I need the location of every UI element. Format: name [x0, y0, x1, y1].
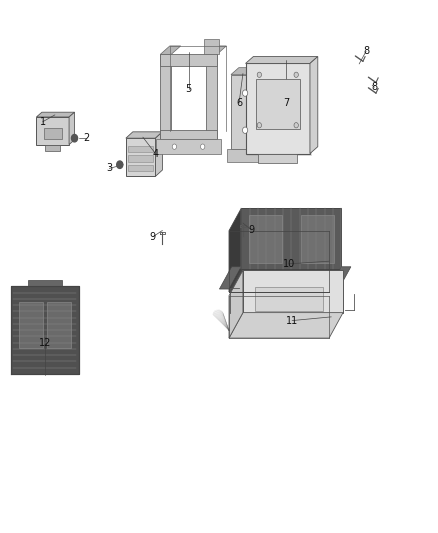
Polygon shape	[155, 132, 162, 176]
Polygon shape	[19, 302, 43, 348]
Polygon shape	[156, 139, 221, 154]
Circle shape	[294, 123, 298, 128]
Polygon shape	[126, 132, 162, 138]
Circle shape	[257, 123, 261, 128]
Circle shape	[243, 90, 248, 96]
Polygon shape	[36, 117, 69, 144]
Polygon shape	[246, 63, 310, 154]
Polygon shape	[249, 215, 282, 263]
Text: 11: 11	[286, 316, 298, 326]
Polygon shape	[258, 154, 297, 163]
Text: 3: 3	[106, 164, 113, 173]
Polygon shape	[204, 38, 219, 54]
Polygon shape	[247, 66, 312, 156]
Circle shape	[201, 144, 205, 149]
Text: 8: 8	[371, 82, 378, 92]
Polygon shape	[246, 56, 318, 63]
Polygon shape	[126, 138, 155, 176]
Polygon shape	[301, 215, 334, 263]
Text: 7: 7	[283, 98, 290, 108]
Polygon shape	[243, 270, 343, 313]
Polygon shape	[28, 280, 62, 286]
Polygon shape	[256, 79, 300, 130]
Polygon shape	[259, 68, 267, 149]
Polygon shape	[128, 165, 153, 171]
Polygon shape	[255, 287, 323, 311]
FancyBboxPatch shape	[44, 128, 62, 139]
Circle shape	[117, 161, 123, 168]
Polygon shape	[229, 269, 341, 292]
Polygon shape	[231, 75, 259, 149]
Polygon shape	[229, 270, 243, 338]
Text: 9: 9	[150, 232, 156, 242]
Polygon shape	[46, 144, 60, 151]
Text: 8: 8	[363, 46, 369, 56]
Text: 6: 6	[236, 98, 242, 108]
Text: 10: 10	[283, 259, 295, 269]
Polygon shape	[231, 68, 267, 75]
Polygon shape	[329, 266, 351, 289]
Polygon shape	[206, 54, 217, 139]
Text: 1: 1	[40, 117, 46, 127]
Polygon shape	[206, 46, 226, 54]
Polygon shape	[219, 266, 241, 289]
Text: 5: 5	[185, 84, 192, 94]
Polygon shape	[160, 130, 217, 139]
Text: 4: 4	[153, 149, 159, 159]
Polygon shape	[310, 56, 318, 154]
Polygon shape	[160, 54, 217, 66]
Circle shape	[294, 72, 298, 77]
Polygon shape	[47, 302, 71, 348]
Polygon shape	[229, 313, 343, 338]
Polygon shape	[226, 149, 268, 162]
Polygon shape	[36, 112, 74, 117]
Circle shape	[71, 134, 78, 142]
Polygon shape	[241, 208, 341, 269]
Polygon shape	[160, 54, 171, 139]
Circle shape	[257, 72, 261, 77]
Polygon shape	[128, 146, 153, 152]
Circle shape	[243, 127, 248, 133]
Text: 2: 2	[83, 133, 89, 143]
Text: 12: 12	[39, 338, 51, 348]
Polygon shape	[160, 46, 181, 54]
Polygon shape	[128, 155, 153, 161]
Polygon shape	[69, 112, 74, 144]
Polygon shape	[11, 286, 79, 374]
Circle shape	[172, 144, 177, 149]
Text: 9: 9	[248, 225, 254, 235]
Polygon shape	[229, 208, 241, 292]
